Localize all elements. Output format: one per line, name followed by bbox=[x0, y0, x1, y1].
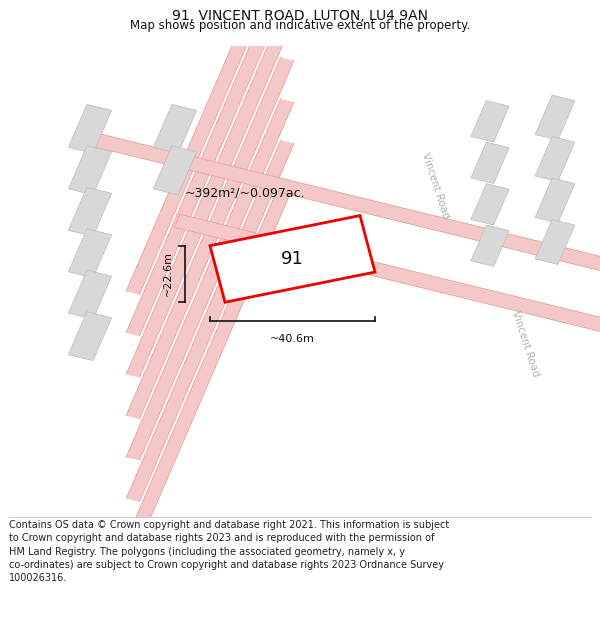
Polygon shape bbox=[126, 16, 294, 378]
Polygon shape bbox=[210, 216, 375, 302]
Polygon shape bbox=[175, 214, 600, 390]
Polygon shape bbox=[535, 136, 575, 181]
Polygon shape bbox=[68, 270, 112, 319]
Polygon shape bbox=[154, 104, 197, 153]
Polygon shape bbox=[68, 104, 112, 153]
Text: ~392m²/~0.097ac.: ~392m²/~0.097ac. bbox=[185, 186, 305, 199]
Text: Vincent Road: Vincent Road bbox=[419, 151, 451, 219]
Polygon shape bbox=[68, 229, 112, 278]
Polygon shape bbox=[126, 182, 294, 543]
Polygon shape bbox=[126, 140, 294, 502]
Polygon shape bbox=[85, 131, 600, 308]
Polygon shape bbox=[68, 312, 112, 361]
Polygon shape bbox=[68, 188, 112, 236]
Polygon shape bbox=[68, 146, 112, 195]
Polygon shape bbox=[126, 58, 294, 419]
Text: Contains OS data © Crown copyright and database right 2021. This information is : Contains OS data © Crown copyright and d… bbox=[9, 520, 449, 583]
Polygon shape bbox=[535, 219, 575, 264]
Text: ~40.6m: ~40.6m bbox=[269, 334, 314, 344]
Polygon shape bbox=[126, 0, 294, 336]
Polygon shape bbox=[126, 99, 294, 461]
Polygon shape bbox=[471, 101, 509, 142]
Polygon shape bbox=[471, 142, 509, 184]
Polygon shape bbox=[126, 0, 294, 294]
Text: Vincent Road: Vincent Road bbox=[509, 309, 541, 378]
Text: Map shows position and indicative extent of the property.: Map shows position and indicative extent… bbox=[130, 19, 470, 32]
Polygon shape bbox=[535, 178, 575, 223]
Polygon shape bbox=[471, 225, 509, 266]
Polygon shape bbox=[471, 184, 509, 225]
Polygon shape bbox=[535, 95, 575, 140]
Text: ~22.6m: ~22.6m bbox=[163, 251, 173, 296]
Text: 91, VINCENT ROAD, LUTON, LU4 9AN: 91, VINCENT ROAD, LUTON, LU4 9AN bbox=[172, 9, 428, 23]
Text: 91: 91 bbox=[281, 250, 304, 268]
Polygon shape bbox=[154, 146, 197, 195]
